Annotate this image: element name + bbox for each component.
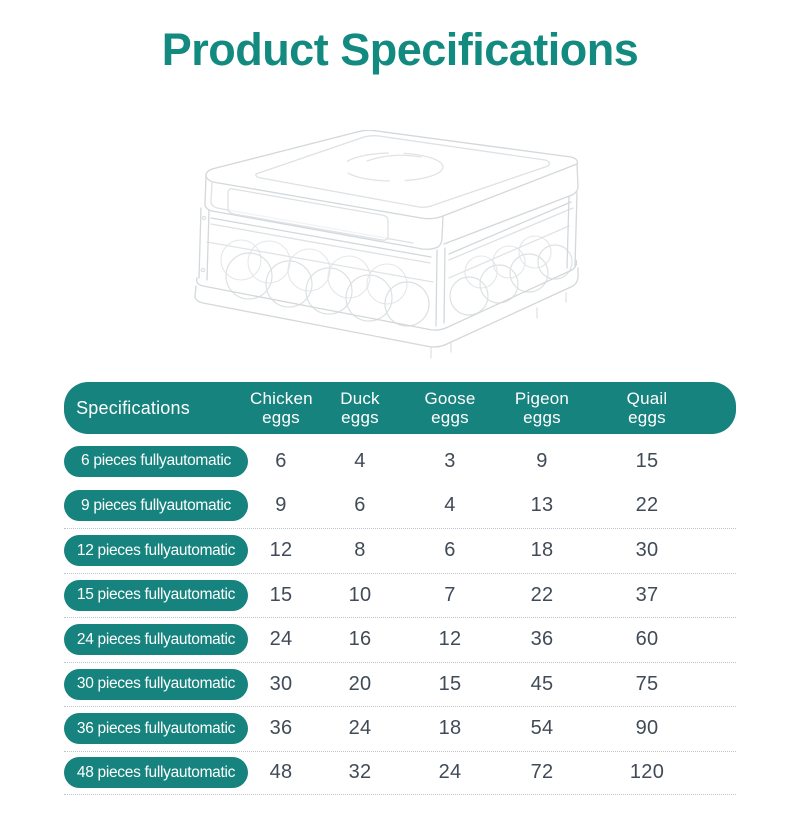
window-strip (227, 188, 389, 241)
eggs-sketch (220, 235, 552, 305)
value-cell: 3 (444, 449, 456, 472)
value-cell: 15 (635, 449, 659, 472)
header-duck-eggs: Duck eggs (312, 389, 408, 427)
base-tray (195, 259, 578, 331)
page-title: Product Specifications (161, 24, 639, 75)
row-label-pill: 9 pieces fullyautomatic (64, 490, 248, 522)
value-cell: 22 (530, 583, 554, 606)
value-cell: 22 (635, 494, 659, 517)
header-line: Chicken (250, 388, 313, 408)
table-row: 48 pieces fullyautomatic 48 32 24 72 120 (64, 750, 736, 795)
table-row: 30 pieces fullyautomatic 30 20 15 45 75 (64, 661, 736, 707)
value-cell: 30 (635, 539, 659, 562)
row-label-pill: 24 pieces fullyautomatic (64, 624, 248, 656)
value-cell: 6 (354, 494, 366, 517)
value-cell: 7 (444, 583, 456, 606)
value-cell: 90 (635, 717, 659, 740)
value-cell: 60 (635, 628, 659, 651)
header-line: eggs (341, 408, 379, 427)
row-label-pill: 15 pieces fullyautomatic (64, 579, 248, 611)
product-illustration (194, 130, 579, 359)
header-pigeon-eggs: Pigeon eggs (492, 389, 592, 427)
header-line: eggs (628, 408, 666, 427)
table-row: 15 pieces fullyautomatic 15 10 7 22 37 (64, 572, 736, 618)
header-line: eggs (262, 408, 300, 427)
value-cell: 32 (348, 761, 372, 784)
header-line: eggs (523, 408, 561, 427)
header-chicken-eggs: Chicken eggs (250, 388, 313, 427)
value-cell: 4 (444, 494, 456, 517)
row-label-pill: 48 pieces fullyautomatic (64, 757, 248, 789)
header-goose-eggs: Goose eggs (408, 389, 492, 427)
value-cell: 9 (275, 494, 287, 517)
value-cell: 45 (530, 672, 554, 695)
lid-top (205, 130, 579, 220)
value-cell: 75 (635, 672, 659, 695)
value-cell: 24 (438, 761, 462, 784)
value-cell: 8 (354, 539, 366, 562)
value-cell: 48 (269, 761, 293, 784)
row-label-pill: 6 pieces fullyautomatic (64, 445, 248, 477)
row-label-pill: 30 pieces fullyautomatic (64, 668, 248, 700)
value-cell: 12 (438, 628, 462, 651)
value-cell: 24 (348, 717, 372, 740)
value-cell: 30 (269, 672, 293, 695)
value-cell: 16 (348, 628, 372, 651)
value-cell: 18 (530, 539, 554, 562)
value-cell: 4 (354, 449, 366, 472)
row-label-pill: 12 pieces fullyautomatic (64, 535, 248, 567)
header-specifications: Specifications (76, 397, 190, 418)
value-cell: 18 (438, 717, 462, 740)
eggs-sketch-front (225, 244, 573, 327)
table-row: 9 pieces fullyautomatic 9 6 4 13 22 (64, 484, 736, 529)
value-cell: 36 (269, 717, 293, 740)
header-line: Duck (340, 388, 380, 408)
header-line: Quail (626, 388, 668, 408)
table-row: 36 pieces fullyautomatic 36 24 18 54 90 (64, 706, 736, 751)
value-cell: 72 (530, 761, 554, 784)
value-cell: 54 (530, 717, 554, 740)
value-cell: 10 (348, 583, 372, 606)
header-line: Pigeon (514, 388, 570, 408)
value-cell: 24 (269, 628, 293, 651)
header-line: eggs (431, 408, 469, 427)
table-row: 12 pieces fullyautomatic 12 8 6 18 30 (64, 528, 736, 573)
header-quail-eggs: Quail eggs (592, 389, 702, 427)
header-line: Goose (424, 388, 476, 408)
value-cell: 37 (635, 583, 659, 606)
table-row: 6 pieces fullyautomatic 6 4 3 9 15 (64, 439, 736, 484)
row-label-pill: 36 pieces fullyautomatic (64, 713, 248, 745)
value-cell: 120 (629, 761, 665, 784)
value-cell: 36 (530, 628, 554, 651)
value-cell: 15 (438, 672, 462, 695)
value-cell: 6 (444, 539, 456, 562)
value-cell: 6 (275, 449, 287, 472)
spec-table: Specifications Chicken eggs Duck eggs Go… (64, 382, 736, 795)
table-rows: 6 pieces fullyautomatic 6 4 3 9 15 9 pieces fu… (64, 439, 736, 795)
table-row: 24 pieces fullyautomatic 24 16 12 36 60 (64, 617, 736, 662)
value-cell: 9 (536, 449, 548, 472)
fan-vent (342, 152, 444, 182)
value-cell: 15 (269, 583, 293, 606)
value-cell: 20 (348, 672, 372, 695)
value-cell: 12 (269, 539, 293, 562)
table-header: Specifications Chicken eggs Duck eggs Go… (64, 382, 736, 434)
value-cell: 13 (530, 494, 554, 517)
